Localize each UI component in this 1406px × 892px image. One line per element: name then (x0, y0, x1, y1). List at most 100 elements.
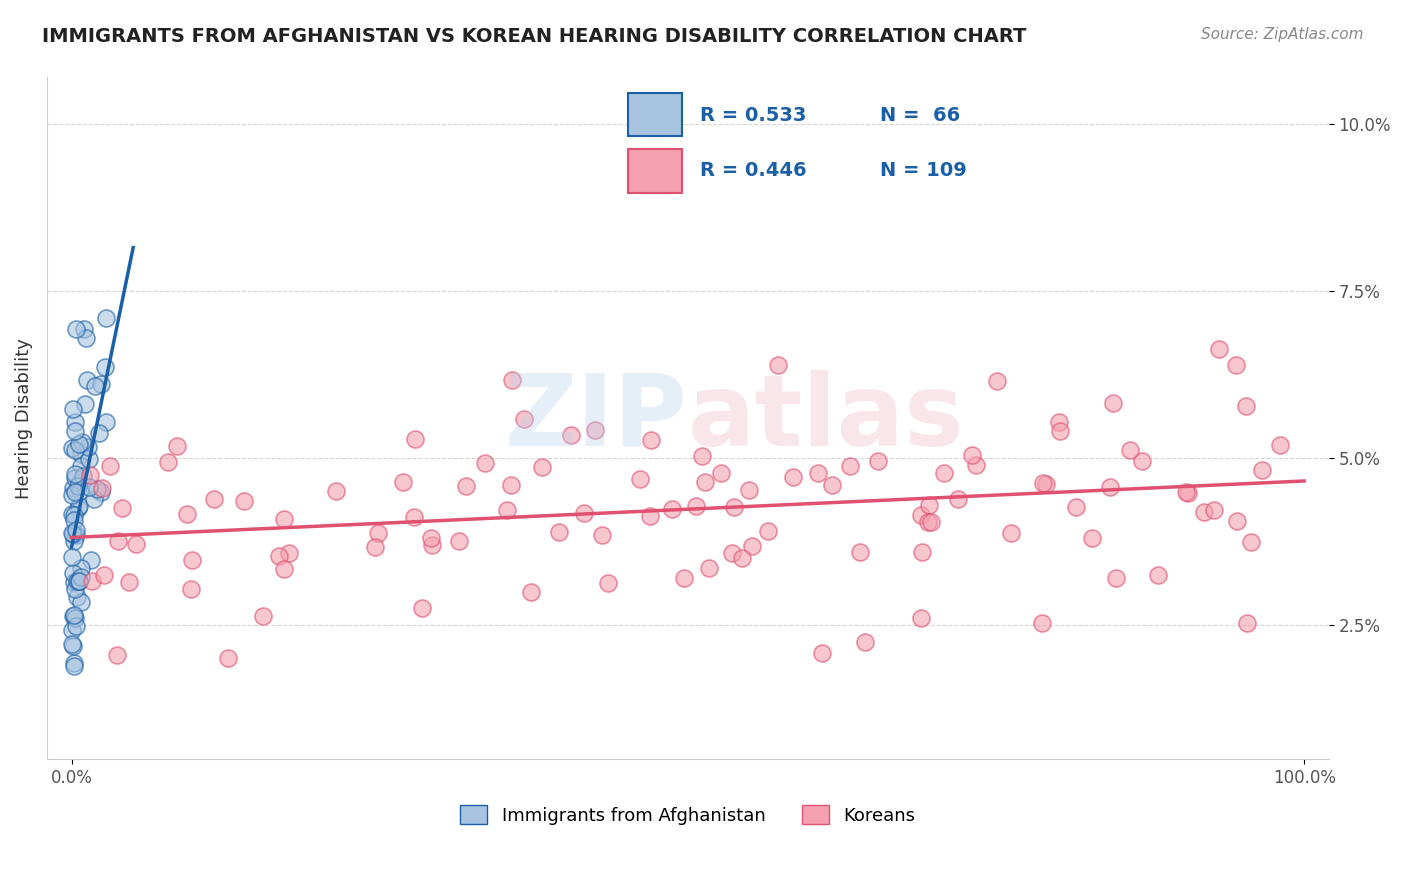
Point (918, 498, 941, 512)
Point (519, 584, 541, 599)
Point (1177, 486, 1199, 500)
Point (232, 494, 254, 508)
Point (1268, 438, 1291, 452)
Point (252, 609, 274, 624)
Point (1049, 424, 1071, 438)
Point (501, 373, 523, 387)
Point (920, 515, 942, 529)
Point (965, 458, 987, 473)
Point (404, 433, 426, 447)
Point (62, 640, 84, 654)
Point (741, 539, 763, 553)
Point (1101, 396, 1123, 410)
Point (402, 510, 425, 524)
Point (1202, 502, 1225, 516)
Point (72, 435, 94, 450)
Point (474, 456, 496, 470)
Point (217, 650, 239, 665)
Point (63, 575, 86, 590)
Point (1064, 500, 1087, 515)
Text: R = 0.446: R = 0.446 (700, 161, 806, 179)
Point (1234, 399, 1257, 413)
Point (62, 656, 84, 670)
Point (932, 466, 955, 480)
Legend: Immigrants from Afghanistan, Koreans: Immigrants from Afghanistan, Koreans (453, 798, 922, 831)
Point (690, 449, 713, 463)
Point (866, 454, 889, 468)
Point (1000, 525, 1022, 540)
Point (838, 459, 860, 474)
Text: atlas: atlas (688, 369, 965, 467)
Point (392, 475, 415, 489)
Point (73, 397, 96, 411)
Point (1208, 342, 1230, 356)
Point (1226, 515, 1249, 529)
Point (111, 501, 134, 516)
Point (77, 480, 100, 494)
Point (90, 485, 112, 500)
Text: R = 0.533: R = 0.533 (700, 106, 806, 125)
Text: N =  66: N = 66 (880, 106, 960, 125)
Point (62, 402, 84, 417)
Point (1032, 476, 1054, 491)
Point (693, 475, 716, 490)
Y-axis label: Hearing Disability: Hearing Disability (15, 338, 32, 499)
Point (1175, 485, 1198, 500)
Point (419, 531, 441, 545)
Point (67, 476, 90, 491)
Point (72, 469, 94, 483)
Point (157, 455, 180, 469)
Point (176, 507, 198, 521)
Point (962, 448, 984, 462)
Point (67, 437, 90, 451)
Point (69, 458, 91, 473)
Point (699, 561, 721, 575)
Point (93, 568, 115, 582)
Point (76, 440, 98, 454)
Point (63, 611, 86, 625)
Point (591, 528, 613, 542)
Point (1251, 463, 1274, 477)
Point (62, 526, 84, 541)
Point (640, 433, 662, 447)
Point (1194, 505, 1216, 519)
FancyBboxPatch shape (627, 149, 682, 193)
Point (86, 482, 108, 496)
Point (80, 553, 103, 567)
Point (94, 415, 117, 429)
Point (1099, 480, 1122, 494)
Point (273, 512, 295, 526)
Point (63, 582, 86, 597)
Point (66, 501, 89, 516)
Point (62, 609, 84, 624)
Point (766, 359, 789, 373)
Point (65, 467, 87, 481)
Point (60, 637, 83, 651)
Point (709, 466, 731, 480)
Point (661, 501, 683, 516)
Point (118, 574, 141, 589)
Point (499, 478, 522, 492)
Point (807, 467, 830, 481)
Point (89, 426, 111, 441)
Point (65, 443, 87, 458)
Point (62, 550, 84, 565)
Point (60, 488, 83, 502)
Point (65, 524, 87, 538)
Point (685, 500, 707, 514)
Point (62, 481, 84, 495)
Point (83, 492, 105, 507)
Point (105, 648, 128, 662)
Point (596, 576, 619, 591)
Point (638, 508, 661, 523)
Point (853, 635, 876, 649)
Point (63, 415, 86, 429)
Point (673, 571, 696, 585)
Point (60, 507, 83, 521)
Point (531, 459, 554, 474)
Point (202, 491, 225, 506)
Point (67, 479, 90, 493)
Point (60, 441, 83, 455)
Point (782, 470, 804, 484)
Point (277, 546, 299, 560)
